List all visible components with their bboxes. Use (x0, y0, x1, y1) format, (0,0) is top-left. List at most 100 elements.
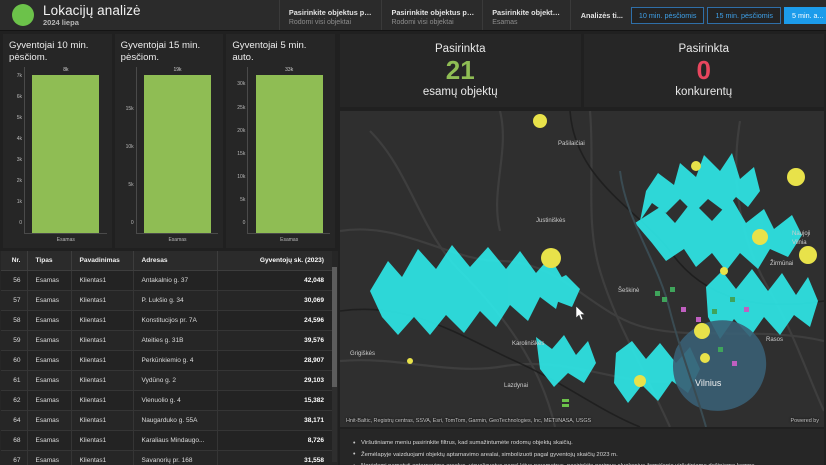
y-tick: 15k (237, 150, 246, 157)
cell-address: Antakalnio g. 37 (133, 270, 218, 291)
cell-population: 8,726 (217, 430, 332, 451)
page-subtitle: 2024 liepa (43, 17, 79, 27)
map-view[interactable]: Pašilaičiai Justiniškės Šeškinė Žirmūnai… (340, 111, 824, 427)
cell-address: Konstitucijos pr. 7A (133, 310, 218, 331)
filter-by-address[interactable]: Pasirinkite objektus pagal adr... Rodomi… (278, 0, 382, 30)
cell-name: Klientas1 (71, 450, 134, 465)
filter-by-name[interactable]: Pasirinkite objektus pagal pav... Rodomi… (381, 0, 482, 30)
y-axis: 30k 25k 20k 15k 10k 5k 0 (232, 67, 247, 244)
map-label-grigiskes: Grigiškės (350, 351, 375, 357)
kpi-caption-bottom: esamų objektų (422, 86, 498, 98)
map-powered-by: Powered by (790, 418, 819, 424)
filter-by-address-label: Pasirinkite objektus pagal adr... (288, 7, 375, 17)
segment-10min-walk[interactable]: 10 min. pėsčiomis (630, 6, 705, 24)
segment-15min-walk[interactable]: 15 min. pėsčiomis (707, 6, 781, 24)
plot-area: 33k Esamas (247, 67, 331, 243)
segment-5min-drive[interactable]: 5 min. a... (783, 6, 826, 24)
cell-name: Klientas1 (71, 410, 134, 431)
table-body: 56 Esamas Klientas1 Antakalnio g. 37 42,048 … (1, 270, 332, 465)
bar-esamas[interactable]: 33k (255, 67, 323, 233)
cell-address: Savanorių pr. 168 (133, 450, 218, 465)
filter-by-type[interactable]: Pasirinkite objektą pagal tipą Esamas (482, 0, 570, 30)
table-row[interactable]: 59 Esamas Klientas1 Ateities g. 31B 39,576 (1, 330, 332, 351)
left-panel: Gyventojai 10 min. pėsčiom. 7k 6k 5k 4k … (0, 31, 338, 465)
filter-by-type-value: Esamas (492, 18, 518, 26)
table-row[interactable]: 58 Esamas Klientas1 Konstitucijos pr. 7A 24,… (1, 310, 332, 331)
cell-population: 15,382 (217, 390, 332, 411)
col-header-tipas[interactable]: Tipas (27, 251, 72, 271)
map-label-zirmunai: Žirmūnai (770, 259, 793, 267)
table-row[interactable]: 56 Esamas Klientas1 Antakalnio g. 37 42,048 (1, 270, 332, 291)
bar-esamas[interactable]: 8k (32, 67, 100, 233)
col-header-nr[interactable]: Nr. (1, 251, 28, 271)
map-canvas[interactable]: Pašilaičiai Justiniškės Šeškinė Žirmūnai… (340, 111, 824, 427)
map-marker (700, 353, 710, 363)
analysis-time-segmented-control: 10 min. pėsčiomis 15 min. pėsčiomis 5 mi… (630, 6, 826, 24)
cell-nr: 58 (1, 310, 28, 331)
y-tick: 30k (237, 81, 246, 88)
map-marker (691, 161, 701, 171)
cell-nr: 60 (1, 350, 28, 371)
bar-value-label: 19k (173, 67, 182, 74)
cell-population: 24,596 (217, 310, 332, 331)
map-label-pasilaiciai: Pašilaičiai (558, 141, 585, 147)
cell-tipas: Esamas (27, 370, 72, 391)
map-core-area (672, 320, 767, 411)
kpi-caption-bottom: konkurentų (675, 86, 733, 98)
cell-name: Klientas1 (71, 350, 134, 371)
cell-address: Naugarduko g. 55A (133, 410, 218, 431)
col-header-population[interactable]: Gyventojų sk. (2023) (217, 251, 332, 271)
cell-population: 30,069 (217, 290, 332, 311)
cell-tipas: Esamas (27, 310, 72, 331)
map-marker (694, 323, 710, 339)
cell-population: 38,171 (217, 410, 332, 431)
cell-tipas: Esamas (27, 410, 72, 431)
table-scrollbar[interactable] (332, 267, 337, 462)
table-row[interactable]: 60 Esamas Klientas1 Perkūnkiemio g. 4 28,907 (1, 350, 332, 371)
objects-table[interactable]: Nr. Tipas Pavadinimas Adresas Gyventojų … (0, 251, 338, 465)
cell-name: Klientas1 (71, 370, 134, 391)
cell-address: P. Lukšio g. 34 (133, 290, 218, 311)
table-scrollbar-thumb[interactable] (332, 267, 337, 387)
cell-nr: 68 (1, 430, 28, 451)
y-tick: 2k (16, 178, 22, 185)
cell-name: Klientas1 (71, 310, 134, 331)
plot-area: 19k Esamas (135, 67, 219, 243)
analysis-type-control: Analizės ti... 10 min. pėsčiomis 15 min.… (569, 0, 826, 30)
table-header-row: Nr. Tipas Pavadinimas Adresas Gyventojų … (1, 251, 332, 271)
kpi-selected-objects: Pasirinkta 21 esamų objektų (340, 34, 581, 107)
cell-tipas: Esamas (27, 390, 72, 411)
y-tick: 15k (125, 105, 134, 112)
y-tick: 25k (237, 104, 246, 111)
cell-name: Klientas1 (71, 430, 134, 451)
cell-tipas: Esamas (27, 290, 72, 311)
bar-esamas[interactable]: 19k (144, 67, 211, 233)
cell-nr: 64 (1, 410, 28, 431)
map-marker (407, 358, 413, 364)
kpi-caption-top: Pasirinkta (678, 43, 730, 55)
map-label-justiniskes: Justiniškės (536, 218, 565, 224)
y-tick: 6k (16, 93, 22, 100)
y-tick: 20k (237, 127, 246, 134)
note-item: Žemėlapyje vaizduojami objektų aptarnavi… (352, 450, 816, 462)
cell-name: Klientas1 (71, 330, 134, 351)
table-row[interactable]: 61 Esamas Klientas1 Vydūno g. 2 29,103 (1, 370, 332, 391)
col-header-name[interactable]: Pavadinimas (71, 251, 134, 271)
map-label-vilnius: Vilnius (695, 378, 722, 388)
cell-nr: 67 (1, 450, 28, 465)
map-label-seskine: Šeškinė (618, 287, 640, 294)
table-row[interactable]: 64 Esamas Klientas1 Naugarduko g. 55A 38,171 (1, 410, 332, 431)
cell-address: Perkūnkiemio g. 4 (133, 350, 218, 371)
kpi-row: Pasirinkta 21 esamų objektų Pasirinkta 0… (338, 31, 826, 107)
y-tick: 7k (16, 72, 22, 79)
map-attribution: Hnit-Baltic, Registrų centras, SSVA, Esr… (346, 418, 592, 424)
col-header-address[interactable]: Adresas (133, 251, 218, 271)
cell-address: Karaliaus Mindaugo... (133, 430, 218, 451)
table-row[interactable]: 67 Esamas Klientas1 Savanorių pr. 168 31,558 (1, 450, 332, 465)
cell-address: Ateities g. 31B (133, 330, 218, 351)
table-row[interactable]: 68 Esamas Klientas1 Karaliaus Mindaugo... 8,… (1, 430, 332, 451)
table-row[interactable]: 62 Esamas Klientas1 Vienuolio g. 4 15,382 (1, 390, 332, 411)
map-label-karoliniskes: Karoliniškės (512, 341, 544, 347)
table-row[interactable]: 57 Esamas Klientas1 P. Lukšio g. 34 30,069 (1, 290, 332, 311)
